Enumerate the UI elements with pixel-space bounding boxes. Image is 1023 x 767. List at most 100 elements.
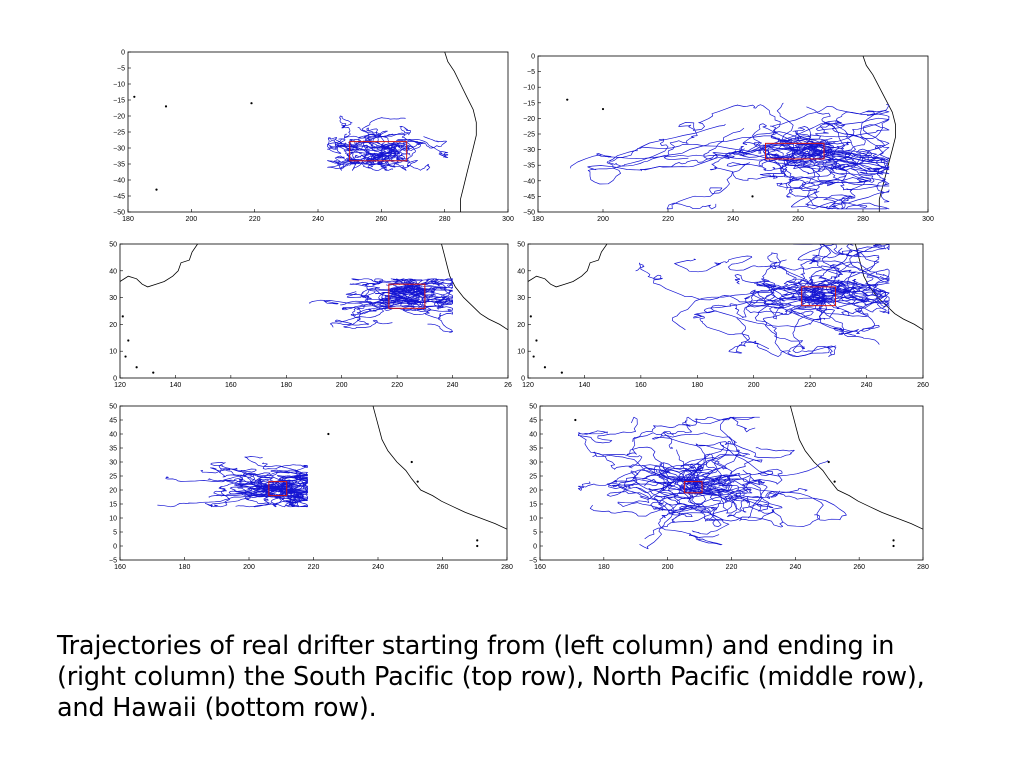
drifter-trajectory — [698, 468, 783, 488]
y-tick-label: −5 — [117, 66, 125, 73]
y-tick-label: −35 — [113, 162, 125, 169]
y-tick-label: 35 — [529, 446, 537, 453]
island-mark — [121, 315, 124, 318]
drifter-trajectory — [693, 292, 806, 354]
x-tick-label: 180 — [179, 564, 191, 571]
drifter-trajectory — [693, 453, 735, 491]
drifter-trajectory — [395, 282, 432, 294]
drifter-trajectory — [689, 465, 783, 514]
y-tick-label: −50 — [113, 210, 125, 217]
drifter-trajectory — [661, 431, 737, 491]
y-tick-label: −45 — [523, 194, 535, 201]
island-mark — [476, 539, 479, 542]
x-tick-label: 220 — [308, 564, 320, 571]
drifter-trajectory — [309, 297, 391, 311]
island-mark — [135, 366, 138, 369]
drifter-trajectory — [798, 153, 872, 191]
figure-caption: Trajectories of real drifter starting fr… — [57, 631, 925, 723]
trajectories — [635, 244, 890, 357]
x-tick-label: 180 — [532, 216, 544, 223]
island-mark — [250, 102, 253, 105]
drifter-trajectory — [341, 143, 367, 168]
drifter-trajectory — [817, 287, 890, 313]
x-tick-label: 240 — [312, 216, 324, 223]
coastline-americas — [441, 244, 508, 331]
panel-north-pacific-starting: 120 140 160 180 200 220 240 26 50 40 30 20 10 0 — [98, 236, 516, 396]
drifter-trajectory — [745, 289, 828, 320]
drifter-trajectory — [334, 155, 379, 163]
x-tick-label: 160 — [225, 382, 237, 389]
x-tick-label: 300 — [922, 216, 934, 223]
drifter-trajectory — [277, 486, 302, 504]
drifter-trajectory — [340, 289, 395, 306]
drifter-trajectory — [686, 441, 795, 489]
coastline-americas — [854, 244, 923, 331]
y-tick-label: −30 — [113, 146, 125, 153]
y-tick-label: −40 — [523, 178, 535, 185]
plot-background — [120, 244, 508, 378]
island-mark — [155, 188, 158, 191]
drifter-trajectory — [687, 490, 763, 513]
island-mark — [532, 355, 535, 358]
chart-hawaii-starting: 160 180 200 220 240 260 2805045403530252015105… — [109, 404, 513, 572]
drifter-trajectory — [806, 124, 890, 161]
y-tick-label: 10 — [109, 516, 117, 523]
region-box — [801, 286, 837, 307]
x-tick-label: 260 — [375, 216, 387, 223]
drifter-trajectory — [587, 120, 866, 171]
drifter-trajectory — [366, 146, 404, 168]
island-mark — [892, 544, 895, 548]
drifter-trajectory — [333, 151, 379, 171]
y-tick-label: −20 — [523, 116, 535, 123]
drifter-trajectory — [606, 479, 699, 510]
island-mark — [535, 339, 538, 342]
drifter-trajectory — [277, 474, 303, 487]
y-tick-label: 40 — [109, 268, 117, 275]
trajectories — [570, 102, 890, 210]
drifter-trajectory — [633, 467, 752, 487]
x-tick-label: 120 — [114, 382, 126, 389]
island-mark — [827, 460, 830, 464]
drifter-trajectory — [371, 126, 412, 158]
island-mark — [601, 107, 605, 111]
x-tick-label: 240 — [372, 564, 384, 571]
drifter-trajectory — [786, 257, 833, 303]
plot-area-south-pacific-starting: 180 200 220 240 260 280 300 0 −5 −10 −15 −20 −25 −30 −… — [113, 50, 514, 224]
y-tick-label: 50 — [109, 242, 117, 249]
y-tick-label: −50 — [523, 210, 535, 217]
x-tick-label: 180 — [598, 564, 610, 571]
plot-background — [128, 52, 508, 212]
y-tick-label: −5 — [527, 69, 535, 76]
island-mark — [127, 339, 130, 342]
drifter-trajectory — [758, 102, 807, 167]
panel-south-pacific-starting: 180 200 220 240 260 280 300 0 −5 −10 −15 −20 −25 −30 −… — [90, 48, 518, 230]
y-tick-label: 0 — [113, 376, 117, 383]
drifter-trajectory — [685, 416, 760, 493]
y-tick-label: 15 — [529, 502, 537, 509]
x-tick-label: 300 — [502, 216, 514, 223]
drifter-trajectory — [200, 467, 281, 488]
drifter-trajectory — [774, 117, 890, 190]
coastline-americas — [862, 56, 896, 212]
island-mark — [543, 366, 547, 369]
x-tick-label: 160 — [635, 382, 647, 389]
drifter-trajectory — [387, 278, 453, 295]
drifter-trajectory — [663, 104, 794, 161]
trajectories — [309, 278, 453, 333]
y-tick-label: 50 — [529, 404, 537, 411]
drifter-trajectory — [809, 261, 890, 294]
island-mark — [529, 315, 532, 318]
x-tick-label: 260 — [437, 564, 449, 571]
y-tick-label: 0 — [521, 376, 525, 383]
x-tick-label: 200 — [336, 382, 348, 389]
panel-hawaii-ending: 160 180 200 220 240 260 280 50 45 40 35 30 25 20 15 10 5… — [510, 400, 940, 580]
y-tick-label: −20 — [113, 114, 125, 121]
drifter-trajectory — [674, 255, 822, 290]
drifter-trajectory — [810, 103, 890, 173]
drifter-trajectory — [577, 469, 692, 491]
panel-north-pacific-ending: 120 140 160 180 200 220 240 260 50 40 30 20 10 0 — [510, 236, 940, 396]
drifter-trajectory — [784, 288, 880, 345]
drifter-trajectory — [644, 472, 774, 540]
drifter-trajectory — [635, 480, 706, 516]
x-tick-label: 260 — [917, 382, 929, 389]
